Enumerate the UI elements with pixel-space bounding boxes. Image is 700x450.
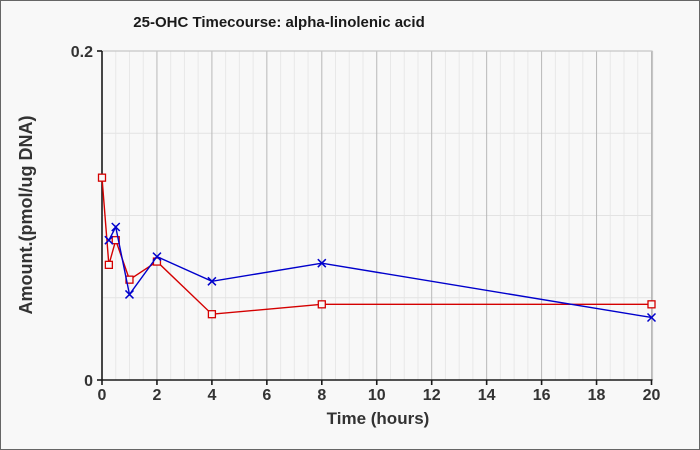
marker-x-blue-x <box>152 252 162 262</box>
x-tick-label: 4 <box>207 387 216 404</box>
x-tick-label: 16 <box>533 387 551 404</box>
marker-x-blue-x <box>207 276 217 286</box>
x-tick-label: 18 <box>588 387 606 404</box>
y-tick-label: 0.2 <box>71 44 93 61</box>
marker-x-blue-x <box>104 235 114 245</box>
marker-square-red-squares <box>111 236 120 245</box>
marker-square-red-squares <box>317 300 326 309</box>
marker-x-blue-x <box>646 312 657 323</box>
marker-x-blue-x <box>111 222 121 232</box>
x-tick-label: 2 <box>152 387 161 404</box>
marker-square-red-squares <box>97 173 107 182</box>
y-axis-label: Amount.(pmol/ug DNA) <box>16 116 36 315</box>
x-tick-label: 0 <box>98 387 107 404</box>
x-tick-label: 8 <box>317 387 326 404</box>
marker-square-red-squares <box>647 300 656 309</box>
x-tick-label: 6 <box>262 387 271 404</box>
x-tick-label: 12 <box>423 387 441 404</box>
marker-x-blue-x <box>124 289 135 299</box>
x-tick-label: 20 <box>643 387 661 404</box>
y-tick-label: 0 <box>84 373 93 390</box>
chart-title: 25-OHC Timecourse: alpha-linolenic acid <box>133 14 424 31</box>
x-tick-label: 10 <box>368 387 386 404</box>
x-tick-label: 14 <box>478 387 496 404</box>
marker-square-red-squares <box>207 310 217 319</box>
marker-square-red-squares <box>104 260 114 270</box>
x-axis-label: Time (hours) <box>327 409 430 428</box>
marker-x-blue-x <box>317 258 327 268</box>
chart-plot-area: 0 2 4 6 8 10 12 14 16 18 20 0 0.2 <box>71 44 661 404</box>
